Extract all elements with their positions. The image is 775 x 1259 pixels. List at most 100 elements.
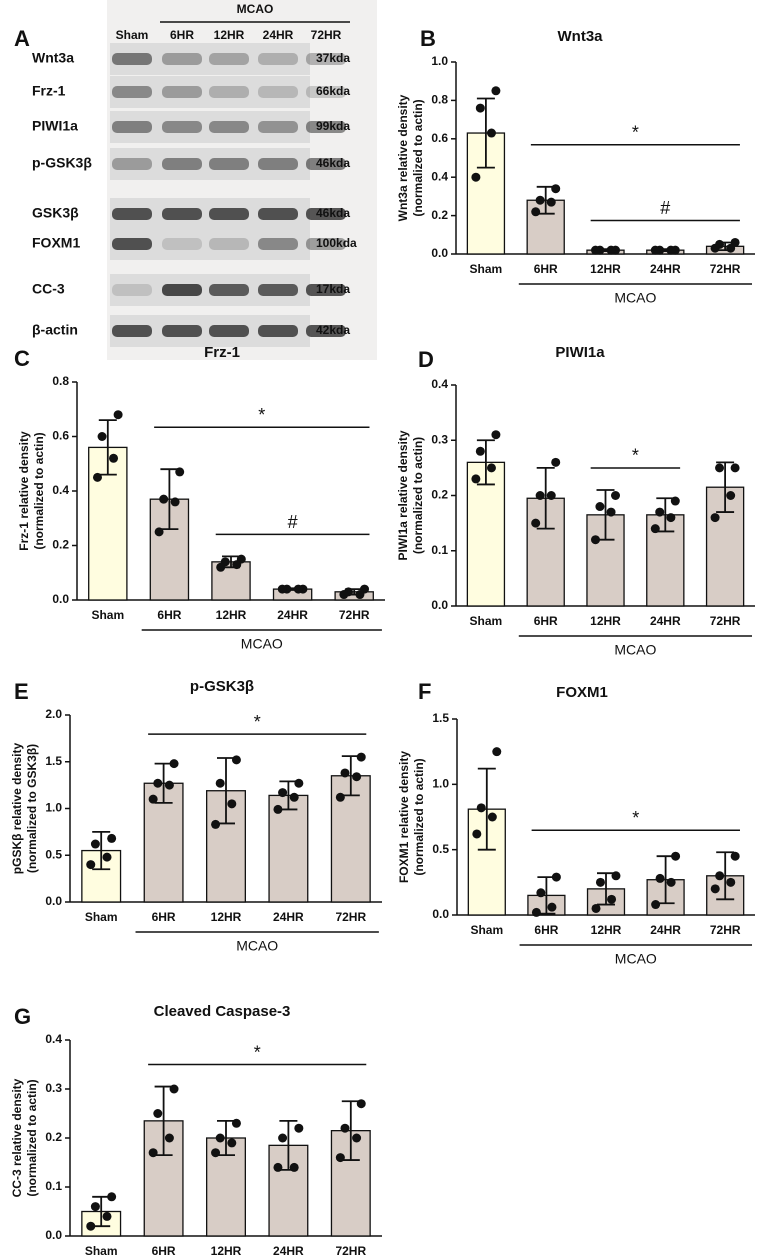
data-point (492, 747, 502, 757)
data-point (671, 851, 681, 861)
data-point (215, 1133, 225, 1143)
data-point (475, 446, 485, 456)
chart-title: Wnt3a (558, 28, 604, 45)
data-point (471, 474, 481, 484)
panel-label: F (418, 679, 431, 704)
data-point (651, 900, 661, 910)
x-tick-label: Sham (85, 1244, 118, 1258)
significance-mark: * (632, 123, 639, 143)
data-point (606, 507, 616, 517)
data-point (97, 432, 107, 441)
y-tick-label: 0.0 (52, 592, 69, 606)
y-axis-label: Wnt3a relative density (396, 94, 410, 221)
y-tick-label: 1.0 (45, 801, 62, 815)
size-label: 42kda (316, 323, 350, 337)
data-point (531, 907, 541, 917)
data-point (164, 1133, 174, 1143)
y-tick-label: 0.4 (45, 1032, 62, 1046)
data-point (273, 804, 283, 814)
size-label: 37kda (316, 51, 350, 65)
y-tick-label: 1.0 (432, 777, 449, 791)
blot-band (306, 53, 346, 65)
data-point (148, 1148, 158, 1158)
data-point (153, 1109, 163, 1118)
data-point (277, 584, 287, 594)
data-point (715, 871, 725, 881)
lane-label: 6HR (170, 28, 194, 42)
lane-label: 72HR (311, 28, 342, 42)
y-axis-label: (normalized to actin) (412, 758, 426, 875)
chart-title: Cleaved Caspase-3 (154, 1003, 291, 1020)
size-label: 46kda (316, 206, 350, 220)
x-tick-label: 72HR (710, 614, 741, 628)
data-point (278, 1133, 288, 1143)
group-label: MCAO (241, 636, 283, 652)
data-point (670, 496, 680, 506)
data-point (536, 888, 546, 898)
blot-band (306, 325, 346, 337)
blot-band (162, 53, 202, 65)
x-tick-label: 24HR (273, 910, 304, 924)
data-point (102, 1211, 112, 1221)
y-tick-label: 1.5 (432, 711, 449, 725)
data-point (535, 195, 545, 205)
chart-title: Frz-1 (204, 344, 240, 361)
protein-label: PIWI1a (32, 118, 78, 134)
blot-band (306, 121, 346, 133)
blot-band (162, 284, 202, 296)
x-tick-label: 6HR (534, 614, 558, 628)
data-point (591, 903, 601, 913)
protein-label: β-actin (32, 322, 78, 338)
data-point (730, 851, 740, 861)
panel-label: D (418, 347, 434, 372)
group-label: MCAO (614, 290, 656, 306)
blot-band (162, 86, 202, 98)
blot-band (209, 121, 249, 133)
data-point (175, 467, 185, 477)
chart-title: PIWI1a (555, 344, 605, 361)
y-axis-label: FOXM1 relative density (397, 751, 411, 883)
blot-band (258, 284, 298, 296)
blot-band (258, 53, 298, 65)
blot-band (209, 284, 249, 296)
size-label: 99kda (316, 119, 350, 133)
data-point (611, 871, 621, 881)
group-label: MCAO (237, 2, 274, 16)
blot-band (258, 325, 298, 337)
data-point (102, 852, 112, 862)
panel-label: C (14, 346, 30, 371)
significance-mark: * (254, 1042, 261, 1062)
data-point (153, 778, 163, 788)
data-point (273, 1162, 283, 1172)
x-tick-label: Sham (470, 923, 503, 937)
significance-mark: * (632, 446, 639, 466)
x-tick-label: 12HR (211, 910, 242, 924)
blot-band (162, 325, 202, 337)
data-point (666, 877, 676, 887)
data-point (491, 86, 501, 96)
data-point (109, 453, 119, 463)
x-tick-label: Sham (470, 262, 503, 276)
data-point (531, 518, 541, 528)
data-point (666, 513, 676, 523)
data-point (231, 1118, 241, 1128)
x-tick-label: Sham (470, 614, 503, 628)
y-tick-label: 0.0 (431, 246, 448, 260)
data-point (590, 245, 600, 255)
chart-title: p-GSK3β (190, 678, 254, 695)
data-point (294, 778, 304, 788)
x-tick-label: 6HR (534, 923, 558, 937)
x-tick-label: 72HR (335, 910, 366, 924)
data-point (294, 1123, 304, 1133)
y-tick-label: 0.2 (431, 488, 448, 502)
panel-label: B (420, 26, 436, 51)
x-tick-label: Sham (91, 608, 124, 622)
data-point (232, 560, 242, 570)
data-point (356, 752, 366, 762)
blot-band (258, 86, 298, 98)
y-tick-label: 0.8 (52, 374, 69, 388)
data-point (551, 457, 561, 467)
group-label: MCAO (614, 642, 656, 658)
